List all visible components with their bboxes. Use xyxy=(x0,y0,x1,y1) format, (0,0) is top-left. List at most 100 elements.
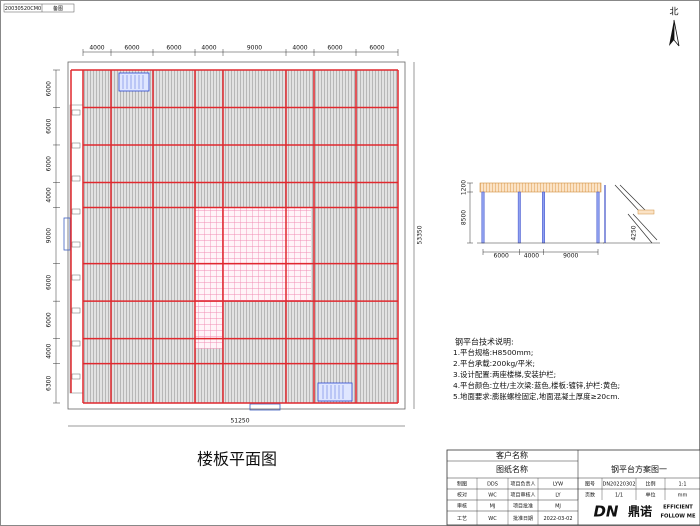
floor-panel xyxy=(111,182,153,208)
gutter-post xyxy=(71,307,81,314)
floor-panel xyxy=(153,263,195,302)
floor-panel xyxy=(195,144,223,183)
total-height: 53350 xyxy=(417,225,424,244)
gutter-post xyxy=(71,175,81,182)
floor-panel xyxy=(286,70,314,108)
deck xyxy=(479,182,602,193)
column xyxy=(596,191,600,244)
deck-height: 1200 xyxy=(461,180,468,195)
floor-panel xyxy=(223,144,286,183)
gutter-post xyxy=(71,109,81,116)
left-dim: 6000 xyxy=(46,118,53,133)
north-arrow-outline xyxy=(673,19,680,47)
floor-panel xyxy=(314,338,356,364)
cell-text: DDS xyxy=(487,482,498,488)
floor-panel xyxy=(111,363,153,403)
cell-text: WC xyxy=(488,493,497,499)
floor-panel xyxy=(223,338,286,364)
cell-text: MJ xyxy=(555,504,561,510)
floor-panel xyxy=(314,182,356,208)
north-label: 北 xyxy=(669,7,678,18)
note-item: 3.设计配置:两座楼梯,安装护栏; xyxy=(453,370,556,379)
left-dim: 6000 xyxy=(46,156,53,171)
gutter-post xyxy=(71,340,81,347)
floor-panel xyxy=(153,363,195,403)
floor-panel xyxy=(223,301,286,339)
floor-panel xyxy=(111,207,153,264)
cell-text: 审核 xyxy=(457,503,467,510)
cell-text: 1:1 xyxy=(678,482,686,488)
floor-panel xyxy=(223,70,286,108)
floor-panel xyxy=(356,107,398,145)
floor-panel xyxy=(153,144,195,183)
floor-panel xyxy=(83,107,111,145)
floor-panel xyxy=(314,107,356,145)
top-dim: 6000 xyxy=(166,45,181,52)
top-dim: 4000 xyxy=(201,45,216,52)
floor-panel xyxy=(153,301,195,339)
floor-panel xyxy=(153,207,195,264)
floor-panel xyxy=(314,207,356,264)
top-dim: 9000 xyxy=(247,45,262,52)
cell-text: 比例 xyxy=(645,481,655,488)
cell-text: MJ xyxy=(490,504,496,510)
stair-half: 4250 xyxy=(631,225,638,240)
floor-panel xyxy=(83,263,111,302)
total-width: 51250 xyxy=(230,418,249,425)
gutter-post xyxy=(71,208,81,215)
logo-name: 鼎诺 xyxy=(628,504,652,519)
floor-panel xyxy=(153,182,195,208)
plan-title: 楼板平面图 xyxy=(197,450,277,469)
cell-text: 制图 xyxy=(457,481,467,488)
floor-panel xyxy=(286,144,314,183)
left-dim: 6000 xyxy=(46,275,53,290)
floor-panel xyxy=(83,363,111,403)
door-bottom xyxy=(249,403,281,411)
floor-panel xyxy=(286,182,314,208)
top-dim: 4000 xyxy=(89,45,104,52)
drawing-name: 钢平台方案图一 xyxy=(611,464,667,474)
floor-panel xyxy=(195,70,223,108)
cell-text: 1/1 xyxy=(615,493,623,499)
column xyxy=(517,191,521,244)
floor-panel xyxy=(83,70,111,108)
column xyxy=(481,191,485,244)
floor-panel xyxy=(314,144,356,183)
note-item: 1.平台规格:H8500mm; xyxy=(453,348,533,357)
cell-text: WC xyxy=(488,516,497,522)
floor-panel xyxy=(111,263,153,302)
top-dim: 6000 xyxy=(369,45,384,52)
cell-text: LY xyxy=(555,493,561,499)
floor-panel xyxy=(83,207,111,264)
floor-panel xyxy=(111,144,153,183)
left-dim: 4000 xyxy=(46,343,53,358)
cell-text: mm xyxy=(678,493,688,499)
floor-panel xyxy=(223,363,286,403)
header-tag: 备图 xyxy=(53,5,63,12)
north-arrow xyxy=(669,20,674,46)
floor-panel xyxy=(314,70,356,108)
header-box xyxy=(3,3,75,13)
floor-panel xyxy=(356,338,398,364)
stair-landing xyxy=(637,209,655,215)
floor-panel xyxy=(356,207,398,264)
stair-top xyxy=(118,72,150,92)
left-dim: 6000 xyxy=(46,312,53,327)
gutter-post xyxy=(71,274,81,281)
floor-panel xyxy=(356,301,398,339)
cell-text: 项目审核人 xyxy=(510,492,535,499)
floor-panel xyxy=(223,107,286,145)
cell-text: 项目批准 xyxy=(513,503,533,510)
floor-panel xyxy=(111,301,153,339)
floor-panel xyxy=(314,263,356,302)
mesh-area xyxy=(195,207,311,302)
gutter-post xyxy=(71,373,81,380)
floor-panel xyxy=(153,107,195,145)
floor-panel xyxy=(356,144,398,183)
cell-text: DN20220302 xyxy=(602,482,635,488)
cell-text: 工艺 xyxy=(457,516,467,522)
left-dim: 4000 xyxy=(46,187,53,202)
span-dim: 6000 xyxy=(494,253,509,260)
floor-panel xyxy=(83,301,111,339)
header-code: 20030520CM0 xyxy=(5,6,41,12)
